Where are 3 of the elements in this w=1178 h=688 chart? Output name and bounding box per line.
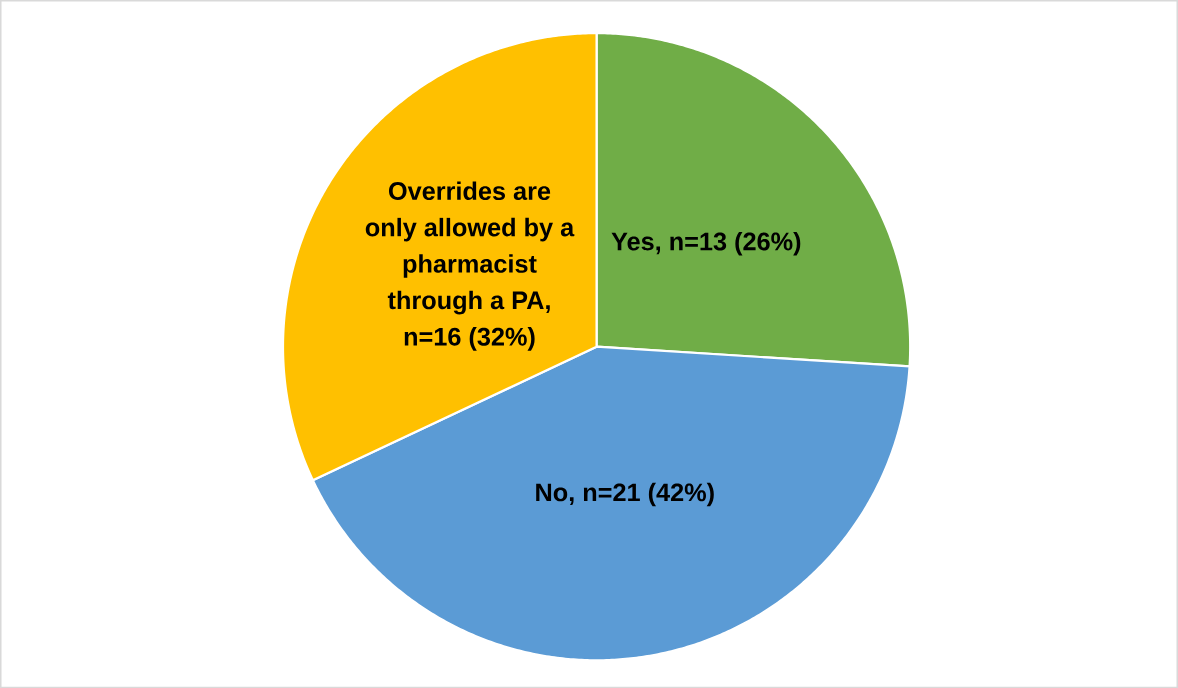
slice-label: Yes, n=13 (26%) <box>611 231 801 256</box>
slice-label: Overrides are only allowed by a pharmacist through a PA, n=16 (32%) <box>365 181 575 351</box>
slice-label: No, n=21 (42%) <box>536 482 714 507</box>
